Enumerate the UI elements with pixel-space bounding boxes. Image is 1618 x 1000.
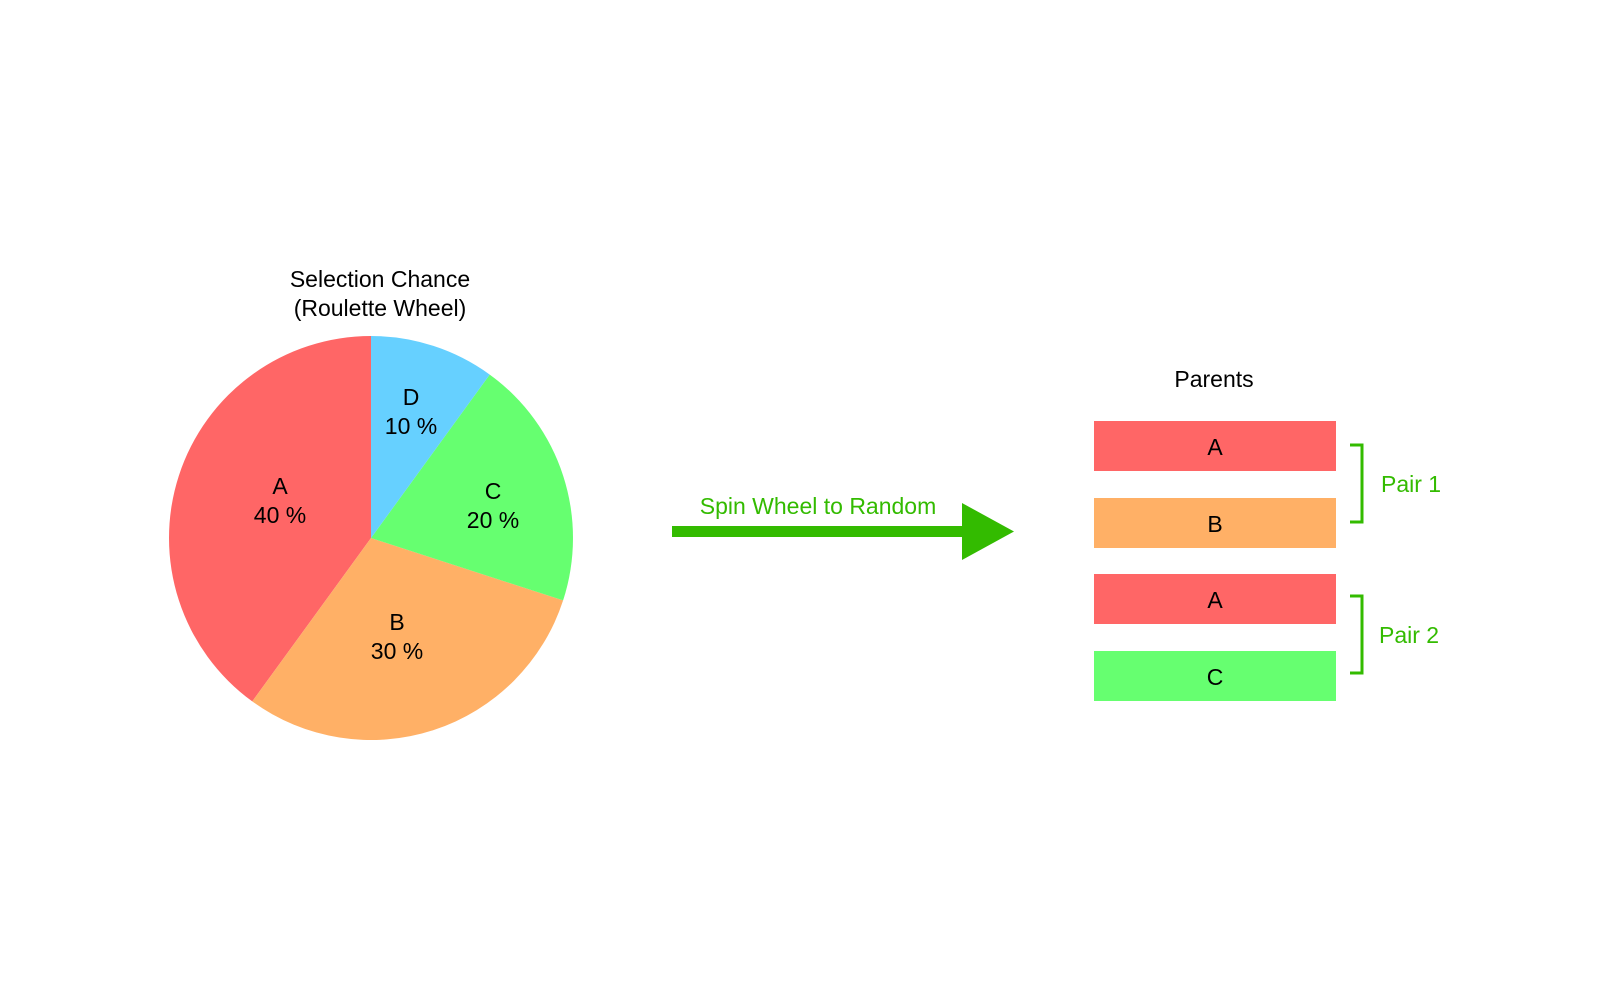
slice-label-a: A: [272, 473, 288, 499]
arrow-shaft: [672, 526, 972, 537]
spin-arrow: [672, 503, 1014, 560]
slice-percent-c: 20 %: [467, 507, 519, 533]
slice-label-d: D: [403, 384, 420, 410]
parent-label: C: [1207, 664, 1224, 690]
wheel-title-line-1: Selection Chance: [290, 266, 470, 292]
slice-percent-a: 40 %: [254, 502, 306, 528]
roulette-wheel: [169, 336, 573, 740]
pie-slice-a: [169, 336, 371, 702]
pair-1-bracket-icon: [1350, 443, 1364, 524]
pair-2-bracket-icon: [1350, 594, 1364, 675]
parents-title: Parents: [1174, 366, 1253, 392]
slice-label-c: C: [485, 478, 502, 504]
slice-percent-b: 30 %: [371, 638, 423, 664]
parent-box: [1094, 574, 1336, 624]
parent-label: B: [1207, 511, 1222, 537]
parent-label: A: [1207, 434, 1223, 460]
parents-list: A B A C: [1094, 421, 1336, 701]
arrow-head-icon: [962, 503, 1014, 560]
pair-2-label: Pair 2: [1379, 622, 1439, 648]
pie-slice-b: [252, 538, 564, 740]
pie-slice-d: [371, 336, 490, 538]
slice-label-b: B: [389, 609, 404, 635]
wheel-title-line-2: (Roulette Wheel): [294, 295, 467, 321]
parent-box: [1094, 498, 1336, 548]
arrow-label: Spin Wheel to Random: [700, 493, 937, 519]
parent-label: A: [1207, 587, 1223, 613]
parent-box: [1094, 421, 1336, 471]
parent-box: [1094, 651, 1336, 701]
pie-slice-c: [371, 374, 573, 601]
slice-percent-d: 10 %: [385, 413, 437, 439]
pair-1-label: Pair 1: [1381, 471, 1441, 497]
